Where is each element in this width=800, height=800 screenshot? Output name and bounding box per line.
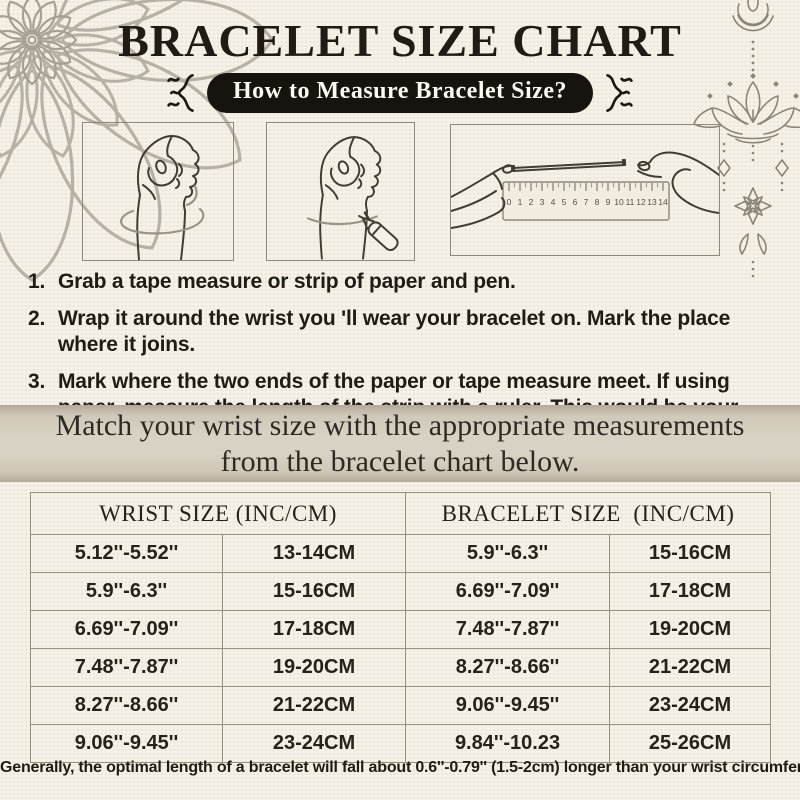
svg-text:12: 12 <box>636 197 646 207</box>
table-row: 5.9''-6.3'' 15-16CM 6.69''-7.09'' 17-18C… <box>30 572 772 611</box>
svg-text:7: 7 <box>584 197 589 207</box>
svg-text:11: 11 <box>626 197 635 207</box>
wrist-inch-cell: 7.48''-7.87'' <box>30 648 223 687</box>
illustration-wrap-tape <box>82 122 234 261</box>
bracelet-cm-cell: 21-22CM <box>609 648 772 687</box>
fist-tape-illustration-icon <box>120 135 205 260</box>
bracelet-inch-cell: 5.9''-6.3'' <box>405 534 611 573</box>
ruler-measure-illustration-icon: 0 1 2 3 4 5 6 7 8 9 10 11 12 13 14 <box>451 151 719 229</box>
wrist-cm-cell: 21-22CM <box>221 686 407 725</box>
fist-pen-illustration-icon <box>307 136 399 260</box>
bracelet-cm-cell: 15-16CM <box>609 534 772 573</box>
svg-text:13: 13 <box>647 197 657 207</box>
wrist-inch-cell: 5.9''-6.3'' <box>30 572 223 611</box>
footer-note: Generally, the optimal length of a brace… <box>0 759 800 776</box>
size-conversion-table: WRIST SIZE (INC/CM) BRACELET SIZE (INC/C… <box>29 492 772 763</box>
svg-text:0: 0 <box>507 197 512 207</box>
svg-text:5: 5 <box>562 197 567 207</box>
illustration-mark-pen <box>266 122 415 261</box>
step-1-text: Grab a tape measure or strip of paper an… <box>58 270 516 293</box>
svg-text:14: 14 <box>658 197 668 207</box>
wrist-inch-cell: 8.27''-8.66'' <box>30 686 223 725</box>
illustration-measure-ruler: 0 1 2 3 4 5 6 7 8 9 10 11 12 13 14 <box>450 124 720 256</box>
wrist-cm-cell: 19-20CM <box>221 648 407 687</box>
match-size-banner: Match your wrist size with the appropria… <box>0 405 800 482</box>
step-2: 2. Wrap it around the wrist you 'll wear… <box>28 306 780 358</box>
bracelet-inch-cell: 9.84''-10.23 <box>405 724 611 763</box>
wrist-cm-cell: 23-24CM <box>221 724 407 763</box>
table-row: 9.06''-9.45'' 23-24CM 9.84''-10.23 25-26… <box>30 724 772 763</box>
how-to-measure-badge-row: How to Measure Bracelet Size? <box>0 70 800 116</box>
table-row: 8.27''-8.66'' 21-22CM 9.06''-9.45'' 23-2… <box>30 686 772 725</box>
wrist-size-header: WRIST SIZE (INC/CM) <box>29 492 407 535</box>
bracelet-inch-cell: 6.69''-7.09'' <box>405 572 611 611</box>
svg-text:10: 10 <box>614 197 624 207</box>
bracelet-inch-cell: 7.48''-7.87'' <box>405 610 611 649</box>
svg-text:6: 6 <box>573 197 578 207</box>
wrist-inch-cell: 9.06''-9.45'' <box>30 724 223 763</box>
svg-text:8: 8 <box>595 197 600 207</box>
page-title: BRACELET SIZE CHART <box>118 15 682 66</box>
svg-text:3: 3 <box>540 197 545 207</box>
banner-line-2: from the bracelet chart below. <box>220 444 580 478</box>
squiggle-ornament-left-icon <box>167 74 194 112</box>
wrist-cm-cell: 17-18CM <box>221 610 407 649</box>
bracelet-cm-cell: 17-18CM <box>609 572 772 611</box>
table-row: 6.69''-7.09'' 17-18CM 7.48''-7.87'' 19-2… <box>30 610 772 649</box>
bracelet-cm-cell: 19-20CM <box>609 610 772 649</box>
bracelet-inch-cell: 9.06''-9.45'' <box>405 686 611 725</box>
step-1-number: 1. <box>28 270 46 293</box>
bracelet-cm-cell: 23-24CM <box>609 686 772 725</box>
wrist-cm-cell: 15-16CM <box>221 572 407 611</box>
table-row: 5.12''-5.52'' 13-14CM 5.9''-6.3'' 15-16C… <box>30 534 772 573</box>
wrist-inch-cell: 5.12''-5.52'' <box>30 534 223 573</box>
step-2-number: 2. <box>28 307 46 331</box>
bracelet-size-header: BRACELET SIZE (INC/CM) <box>405 492 772 535</box>
banner-line-1: Match your wrist size with the appropria… <box>55 408 745 442</box>
step-3-number: 3. <box>28 370 46 394</box>
how-to-measure-badge: How to Measure Bracelet Size? <box>207 73 593 113</box>
svg-text:1: 1 <box>518 197 523 207</box>
svg-text:4: 4 <box>551 197 556 207</box>
table-header-row: WRIST SIZE (INC/CM) BRACELET SIZE (INC/C… <box>29 492 772 535</box>
step-2-text: Wrap it around the wrist you 'll wear yo… <box>58 307 731 357</box>
svg-text:2: 2 <box>529 197 534 207</box>
ruler-numbers: 0 1 2 3 4 5 6 7 8 9 10 11 12 13 14 <box>507 197 668 207</box>
svg-text:9: 9 <box>606 197 611 207</box>
wrist-cm-cell: 13-14CM <box>221 534 407 573</box>
bracelet-inch-cell: 8.27''-8.66'' <box>405 648 611 687</box>
squiggle-ornament-right-icon <box>606 74 633 112</box>
wrist-inch-cell: 6.69''-7.09'' <box>30 610 223 649</box>
bracelet-cm-cell: 25-26CM <box>609 724 772 763</box>
step-1: 1. Grab a tape measure or strip of paper… <box>28 269 780 295</box>
table-row: 7.48''-7.87'' 19-20CM 8.27''-8.66'' 21-2… <box>30 648 772 687</box>
